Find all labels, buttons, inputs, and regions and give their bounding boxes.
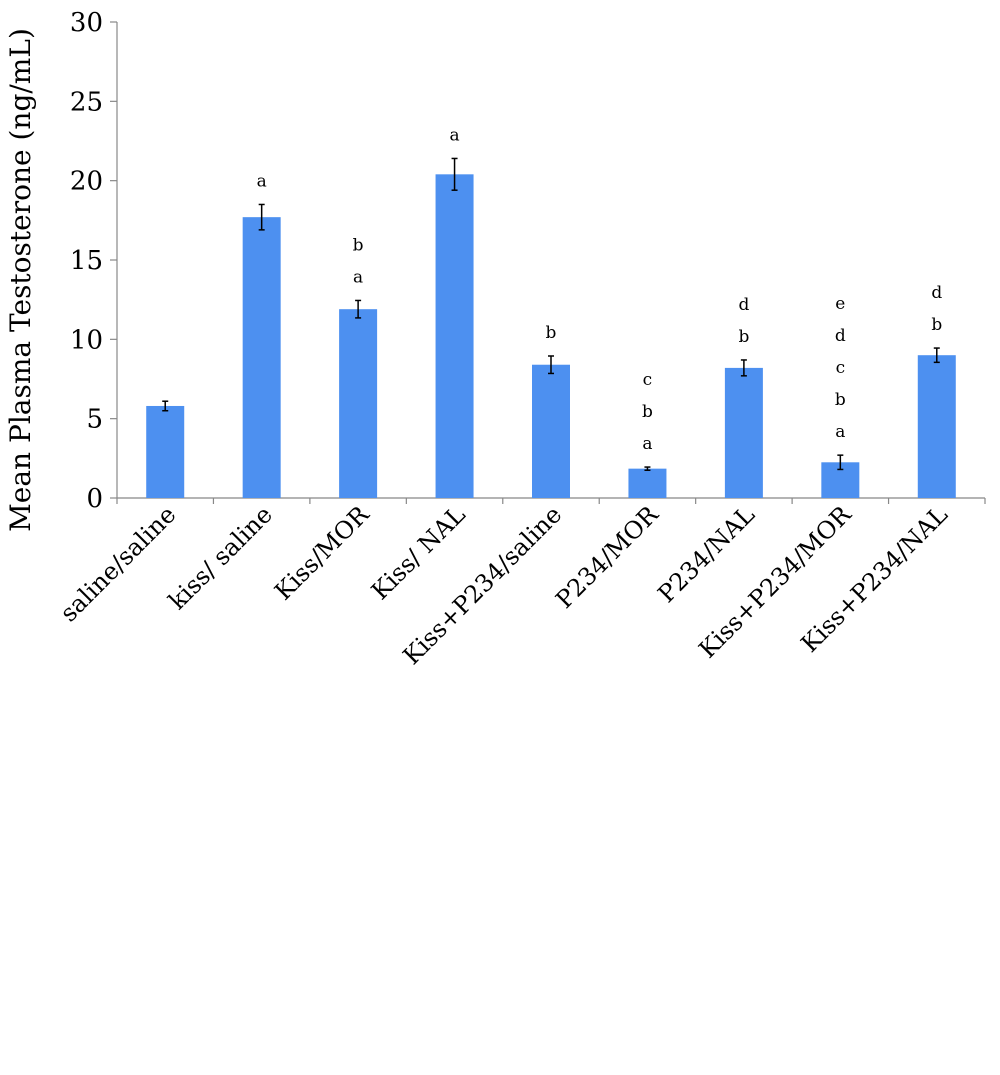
significance-label: b xyxy=(931,315,942,335)
y-tick-label: 25 xyxy=(70,87,103,117)
x-category-label: saline/saline xyxy=(55,500,182,627)
significance-label: d xyxy=(931,283,942,303)
x-category-label: Kiss+P234/saline xyxy=(398,500,568,670)
significance-label: d xyxy=(738,295,749,315)
y-tick-label: 20 xyxy=(70,167,103,197)
significance-label: e xyxy=(835,294,845,314)
significance-label: a xyxy=(642,434,652,454)
bar xyxy=(339,309,378,498)
y-tick-label: 30 xyxy=(70,8,103,38)
x-category-label: P234/MOR xyxy=(550,500,664,614)
x-category-label: kiss/ saline xyxy=(163,500,278,615)
significance-label: c xyxy=(836,358,846,378)
significance-label: a xyxy=(835,422,845,442)
bar xyxy=(917,355,956,498)
significance-label: b xyxy=(642,402,653,422)
bar xyxy=(435,174,474,498)
bar xyxy=(628,468,667,498)
significance-label: b xyxy=(546,323,557,343)
x-category-label: Kiss/MOR xyxy=(269,500,375,606)
significance-label: b xyxy=(738,327,749,347)
y-tick-label: 10 xyxy=(70,325,103,355)
bar xyxy=(242,217,281,498)
significance-label: d xyxy=(835,326,846,346)
significance-label: a xyxy=(353,267,363,287)
bar xyxy=(532,364,570,498)
x-category-label: Kiss/ NAL xyxy=(366,500,471,605)
significance-label: b xyxy=(835,390,846,410)
y-axis-label: Mean Plasma Testosterone (ng/mL) xyxy=(4,28,37,532)
y-tick-label: 5 xyxy=(86,405,103,435)
significance-label: a xyxy=(449,125,459,145)
y-tick-label: 0 xyxy=(86,484,103,514)
significance-label: c xyxy=(643,370,653,390)
bar xyxy=(724,367,763,498)
bar xyxy=(146,405,185,498)
significance-label: b xyxy=(353,235,364,255)
significance-label: a xyxy=(257,171,267,191)
y-tick-label: 15 xyxy=(70,246,103,276)
